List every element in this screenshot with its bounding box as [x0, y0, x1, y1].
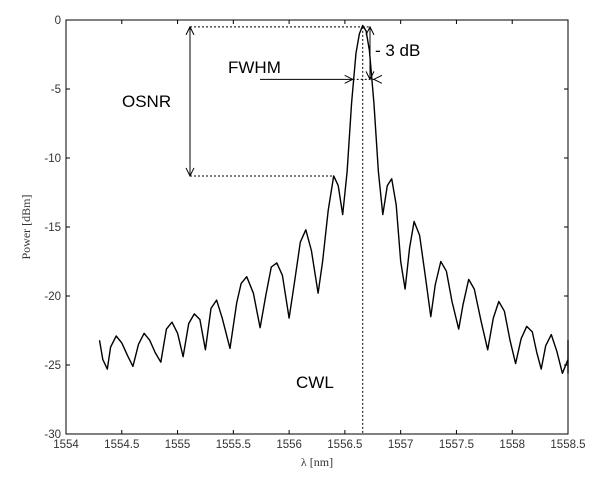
x-tick-label: 1555: [165, 439, 191, 451]
osnr-label: OSNR: [122, 92, 171, 111]
x-tick-label: 1558.5: [550, 439, 585, 451]
y-tick-label: -5: [51, 84, 61, 96]
fwhm-arrowhead-left: [344, 74, 354, 84]
annotation-labels: OSNR FWHM - 3 dB CWL: [122, 41, 420, 392]
x-tick-label: 1558: [499, 439, 525, 451]
fwhm-label: FWHM: [228, 58, 281, 77]
y-tick-label: -30: [44, 429, 61, 441]
x-tick-label: 1554.5: [104, 439, 139, 451]
x-tick-label: 1556.5: [327, 439, 362, 451]
x-tick-label: 1557: [388, 439, 414, 451]
x-tick-label: 1556: [276, 439, 302, 451]
x-tick-label: 1555.5: [216, 439, 251, 451]
x-axis-label: λ [nm]: [301, 455, 333, 469]
cwl-label: CWL: [296, 373, 334, 392]
y-axis-label: Power [dBm]: [19, 195, 33, 260]
osnr-arrow-up: [185, 25, 195, 36]
x-ticks: 1554 1554.5 1555 1555.5 1556 1556.5 1557 1557.5…: [53, 20, 586, 451]
osnr-arrow-down: [185, 167, 195, 178]
minus-3db-arrow-up: [365, 25, 375, 36]
minus-3db-label: - 3 dB: [375, 41, 420, 60]
y-tick-label: 0: [55, 15, 61, 27]
y-ticks: 0 -5 -10 -15 -20 -25 -30: [44, 15, 568, 441]
minus-3db-arrow-down: [365, 71, 375, 81]
y-tick-label: -25: [44, 360, 61, 372]
y-tick-label: -15: [44, 222, 61, 234]
fwhm-arrowhead-right: [372, 74, 383, 84]
series-line-power-spectrum: [98, 24, 569, 374]
y-tick-label: -20: [44, 291, 61, 303]
x-tick-label: 1557.5: [439, 439, 474, 451]
plot-frame: [65, 19, 569, 435]
x-tick-label: 1554: [53, 439, 79, 451]
y-tick-label: -10: [44, 153, 61, 165]
